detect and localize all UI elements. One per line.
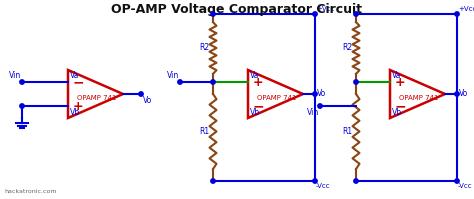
Text: OPAMP 741: OPAMP 741 <box>257 95 296 101</box>
Circle shape <box>354 12 358 16</box>
Text: R2: R2 <box>342 44 352 53</box>
Text: −: − <box>394 99 406 113</box>
Text: R1: R1 <box>342 127 352 136</box>
Text: Va: Va <box>70 71 79 80</box>
Circle shape <box>211 12 215 16</box>
Circle shape <box>354 80 358 84</box>
Text: Vo: Vo <box>143 96 152 105</box>
Text: +: + <box>253 75 264 89</box>
Text: Va: Va <box>392 71 401 80</box>
Circle shape <box>139 92 143 96</box>
Circle shape <box>313 92 317 96</box>
Text: -Vcc: -Vcc <box>458 183 473 189</box>
Text: Vo: Vo <box>459 89 468 98</box>
Text: Vo: Vo <box>317 89 326 98</box>
Text: Vin: Vin <box>167 71 179 80</box>
Text: Vb: Vb <box>70 108 80 117</box>
Text: +Vcc: +Vcc <box>458 6 474 12</box>
Circle shape <box>455 12 459 16</box>
Text: Vin: Vin <box>307 108 319 117</box>
Text: Vb: Vb <box>392 108 402 117</box>
Circle shape <box>178 80 182 84</box>
Text: Vin: Vin <box>9 70 21 79</box>
Text: R1: R1 <box>199 127 209 136</box>
Circle shape <box>455 92 459 96</box>
Text: R2: R2 <box>199 44 209 53</box>
Text: OPAMP 741: OPAMP 741 <box>77 95 116 101</box>
Circle shape <box>211 179 215 183</box>
Circle shape <box>354 179 358 183</box>
Circle shape <box>318 104 322 108</box>
Text: Va: Va <box>250 71 259 80</box>
Text: OPAMP 741: OPAMP 741 <box>399 95 438 101</box>
Circle shape <box>211 80 215 84</box>
Circle shape <box>20 80 24 84</box>
Text: +: + <box>73 100 83 112</box>
Text: +Vcc: +Vcc <box>316 6 334 12</box>
Circle shape <box>313 179 317 183</box>
Text: Vb: Vb <box>250 108 260 117</box>
Circle shape <box>313 12 317 16</box>
Text: OP-AMP Voltage Comparator Circuit: OP-AMP Voltage Comparator Circuit <box>111 3 363 16</box>
Text: hackatronic.com: hackatronic.com <box>4 189 56 194</box>
Text: −: − <box>252 99 264 113</box>
Text: −: − <box>72 75 84 89</box>
Text: -Vcc: -Vcc <box>316 183 331 189</box>
Circle shape <box>455 179 459 183</box>
Text: +: + <box>395 75 405 89</box>
Circle shape <box>20 104 24 108</box>
